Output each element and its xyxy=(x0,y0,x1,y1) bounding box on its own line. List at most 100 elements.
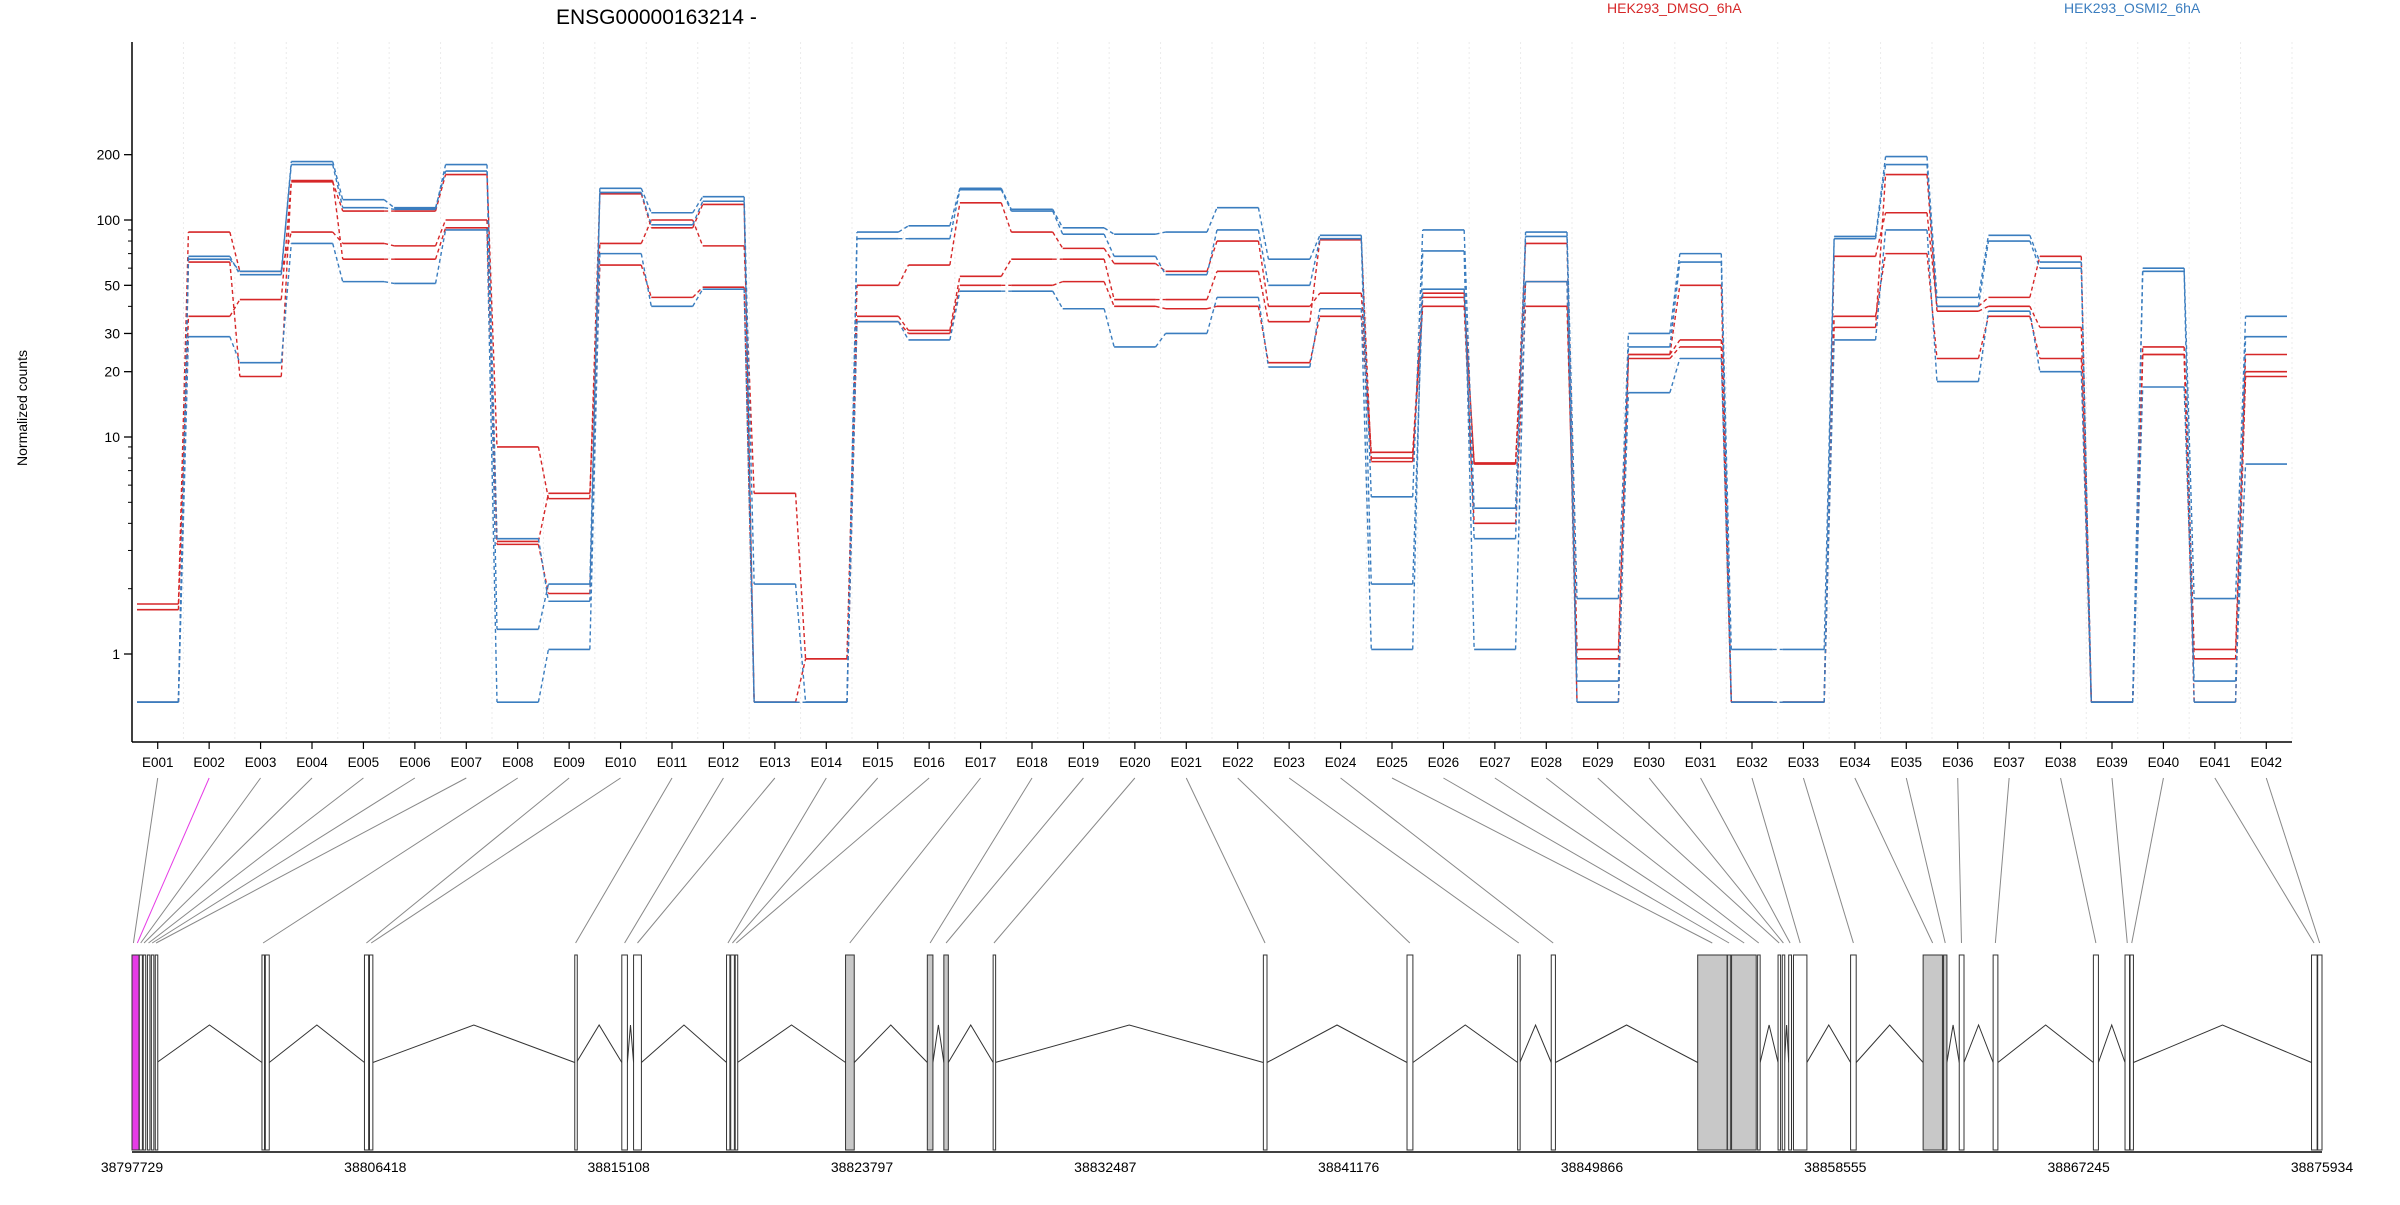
exon-link xyxy=(370,777,621,944)
x-tick-label: E004 xyxy=(296,755,328,770)
y-tick-label: 20 xyxy=(104,364,120,380)
series-connector xyxy=(1257,297,1270,368)
exon-block xyxy=(154,954,159,1151)
intron-chevron xyxy=(2097,1023,2126,1063)
series-connector xyxy=(1309,308,1321,368)
series-connector xyxy=(434,174,447,212)
exon-block xyxy=(1922,954,1943,1151)
series-connector xyxy=(589,188,601,585)
series-connector xyxy=(2234,371,2247,703)
series-connector xyxy=(2132,386,2144,703)
x-tick-label: E001 xyxy=(142,755,174,770)
exon-link xyxy=(2214,777,2315,944)
exon-block xyxy=(1781,954,1786,1151)
series-connector xyxy=(2029,235,2041,263)
exon-link xyxy=(143,777,313,944)
series-connector xyxy=(1309,238,1321,286)
series-connector xyxy=(1360,238,1372,585)
exon-block xyxy=(1788,954,1793,1151)
series-connector xyxy=(640,188,652,214)
series-connector xyxy=(1257,207,1270,260)
series-connector xyxy=(1206,305,1218,310)
x-tick-label: E028 xyxy=(1531,755,1563,770)
series-connector xyxy=(949,202,961,266)
series-connector xyxy=(640,253,652,307)
exon-block xyxy=(261,954,265,1151)
exon-link xyxy=(1854,777,1934,944)
exon-link xyxy=(1494,777,1745,944)
series-connector xyxy=(1257,229,1270,286)
exon-link xyxy=(132,777,159,944)
series-connector xyxy=(1669,346,1681,359)
exon-link xyxy=(1905,777,1946,944)
intron-chevron xyxy=(372,1024,575,1063)
x-tick-label: E037 xyxy=(1993,755,2025,770)
series-connector xyxy=(1874,229,1887,341)
series-connector xyxy=(177,336,190,703)
x-tick-label: E016 xyxy=(913,755,945,770)
series-connector xyxy=(1823,339,1835,703)
series-connector xyxy=(1669,261,1681,348)
exon-link xyxy=(849,777,981,944)
x-tick-label: E018 xyxy=(1016,755,1048,770)
exon-link xyxy=(929,777,1033,944)
x-tick-label: E007 xyxy=(451,755,483,770)
exon-block xyxy=(142,954,147,1151)
series-connector xyxy=(1566,281,1578,682)
x-tick-label: E017 xyxy=(965,755,997,770)
x-tick-label: E012 xyxy=(708,755,740,770)
series-connector xyxy=(1000,189,1012,212)
intron-chevron xyxy=(1412,1024,1518,1063)
exon-block xyxy=(2092,954,2099,1151)
exon-link xyxy=(151,777,416,944)
exon-block xyxy=(1757,954,1761,1151)
series-connector xyxy=(1155,231,1166,235)
series-connector xyxy=(2234,336,2247,703)
y-axis-label: Normalized counts xyxy=(14,350,30,466)
series-connector xyxy=(1206,271,1218,300)
series-connector xyxy=(434,164,447,210)
exon-link xyxy=(1185,777,1266,944)
x-tick-label: E033 xyxy=(1788,755,1820,770)
x-tick-label: E036 xyxy=(1942,755,1974,770)
series-connector xyxy=(1257,271,1270,322)
intron-chevron xyxy=(737,1024,846,1063)
series-connector xyxy=(1720,262,1732,703)
series-connector xyxy=(794,658,807,703)
y-tick-label: 100 xyxy=(97,212,121,228)
series-connector xyxy=(1978,305,1989,312)
series-connector xyxy=(1874,253,1887,317)
series-connector xyxy=(332,231,344,244)
series-connector xyxy=(1155,305,1166,310)
series-connector xyxy=(384,206,395,211)
series-connector xyxy=(1052,208,1064,229)
series-connector xyxy=(1360,293,1372,453)
series-connector xyxy=(1669,339,1681,355)
series-connector xyxy=(794,584,807,703)
exon-block xyxy=(926,954,934,1151)
x-tick-label: E002 xyxy=(193,755,225,770)
series-connector xyxy=(949,285,961,334)
exon-block xyxy=(574,954,578,1151)
exon-link xyxy=(1751,777,1801,944)
series-lines xyxy=(137,155,2287,703)
exon-block xyxy=(2129,954,2134,1151)
exon-block xyxy=(992,954,997,1151)
genomic-tick-label: 38797729 xyxy=(101,1159,164,1175)
series-connector xyxy=(2183,386,2195,682)
x-tick-label: E034 xyxy=(1839,755,1871,770)
intron-chevron xyxy=(1266,1024,1408,1063)
series-connector xyxy=(2234,464,2247,682)
series-connector xyxy=(1874,212,1887,257)
series-connector xyxy=(1103,247,1115,264)
series-connector xyxy=(1514,236,1527,539)
series-connector xyxy=(486,229,498,703)
x-tick-label: E020 xyxy=(1119,755,1151,770)
exon-block xyxy=(845,954,855,1151)
series-connector xyxy=(486,164,498,539)
series-connector xyxy=(1000,202,1012,233)
genomic-tick-label: 38806418 xyxy=(344,1159,407,1175)
series-connector xyxy=(692,200,704,226)
series-connector xyxy=(1617,392,1630,682)
series-connector xyxy=(949,276,961,331)
